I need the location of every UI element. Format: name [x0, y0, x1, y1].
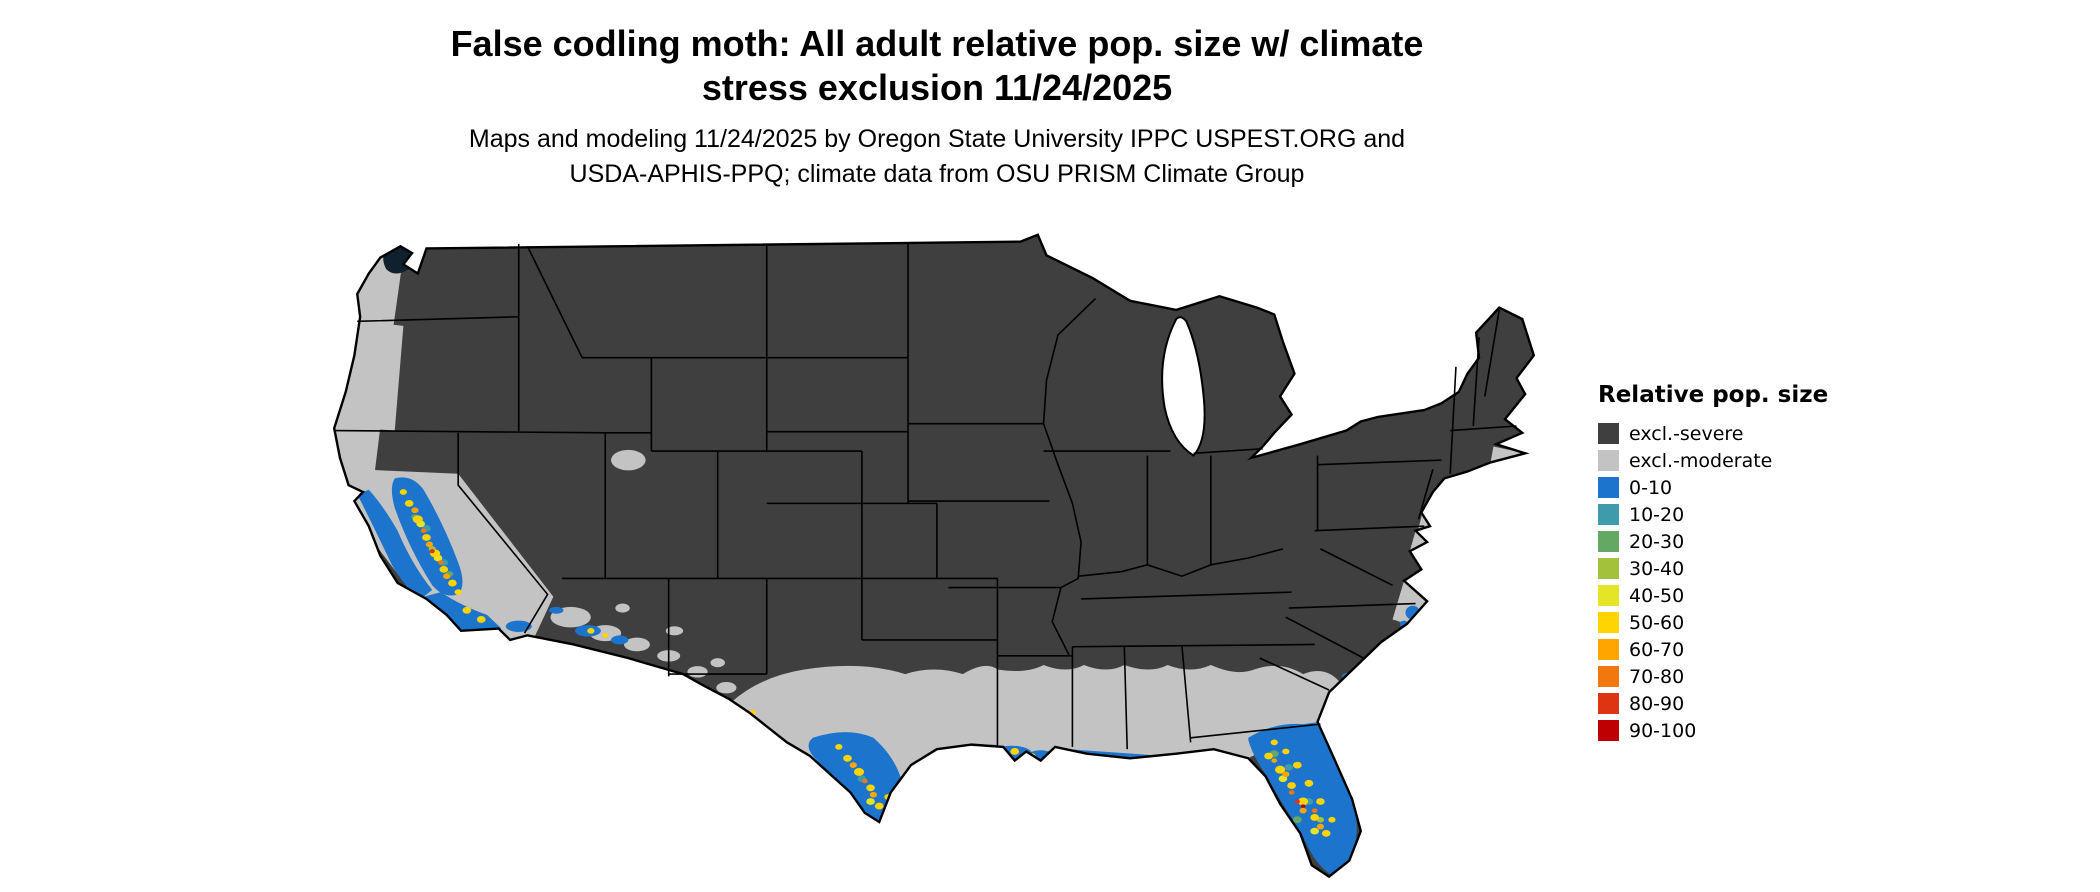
credit-line2: USDA-APHIS-PPQ; climate data from OSU PR…: [569, 160, 1305, 188]
page-title-line1: False codling moth: All adult relative p…: [450, 23, 1424, 64]
puget-sound: [383, 247, 413, 274]
legend-label: 40-50: [1629, 584, 1685, 607]
legend-item: 0-10: [1598, 474, 1828, 501]
legend-swatch-80-90: [1598, 693, 1619, 714]
legend-swatch-60-70: [1598, 639, 1619, 660]
legend-label: 60-70: [1629, 638, 1685, 661]
legend-item: excl.-moderate: [1598, 447, 1828, 474]
credit-line1: Maps and modeling 11/24/2025 by Oregon S…: [468, 125, 1406, 153]
legend-swatch-90-100: [1598, 720, 1619, 741]
legend-swatch-20-30: [1598, 531, 1619, 552]
page-title-line2: stress exclusion 11/24/2025: [701, 67, 1173, 108]
legend-swatch-excl-severe: [1598, 423, 1619, 444]
legend-label: 80-90: [1629, 692, 1685, 715]
legend-swatch-0-10: [1598, 477, 1619, 498]
legend-item: 90-100: [1598, 717, 1828, 744]
legend-label: 50-60: [1629, 611, 1685, 634]
legend-label: 10-20: [1629, 503, 1685, 526]
legend: Relative pop. size excl.-severe excl.-mo…: [1598, 382, 1828, 744]
legend-label: 20-30: [1629, 530, 1685, 553]
legend-swatch-excl-moderate: [1598, 450, 1619, 471]
legend-item: 20-30: [1598, 528, 1828, 555]
specks-pop-80-90: [429, 549, 1300, 804]
credit-block: Maps and modeling 11/24/2025 by Oregon S…: [0, 122, 1874, 192]
us-map-svg: [314, 228, 1554, 888]
legend-item: 70-80: [1598, 663, 1828, 690]
legend-swatch-30-40: [1598, 558, 1619, 579]
state-borders: [334, 244, 1516, 749]
specks-pop-60-70: [411, 507, 1325, 830]
legend-label: 0-10: [1629, 476, 1673, 499]
legend-label: excl.-severe: [1629, 422, 1744, 445]
legend-swatch-50-60: [1598, 612, 1619, 633]
legend-item: 30-40: [1598, 555, 1828, 582]
legend-swatch-40-50: [1598, 585, 1619, 606]
legend-label: 90-100: [1629, 719, 1697, 742]
conus-outline: [334, 235, 1534, 877]
legend-label: excl.-moderate: [1629, 449, 1773, 472]
legend-title: Relative pop. size: [1598, 382, 1829, 408]
legend-item: 50-60: [1598, 609, 1828, 636]
legend-item: 10-20: [1598, 501, 1828, 528]
legend-item: 80-90: [1598, 690, 1828, 717]
specks-pop-50-60: [399, 489, 1336, 837]
specks-pop-40-50: [416, 520, 1319, 835]
legend-label: 70-80: [1629, 665, 1685, 688]
specks-pop-90-100: [1300, 804, 1306, 808]
specks-pop-70-80: [420, 528, 1318, 813]
legend-label: 30-40: [1629, 557, 1685, 580]
legend-item: 60-70: [1598, 636, 1828, 663]
legend-swatch-10-20: [1598, 504, 1619, 525]
legend-swatch-70-80: [1598, 666, 1619, 687]
legend-item: 40-50: [1598, 582, 1828, 609]
lake-michigan: [1162, 317, 1205, 455]
us-map: [314, 228, 1554, 888]
map-header: False codling moth: All adult relative p…: [0, 22, 1874, 192]
legend-item: excl.-severe: [1598, 420, 1828, 447]
